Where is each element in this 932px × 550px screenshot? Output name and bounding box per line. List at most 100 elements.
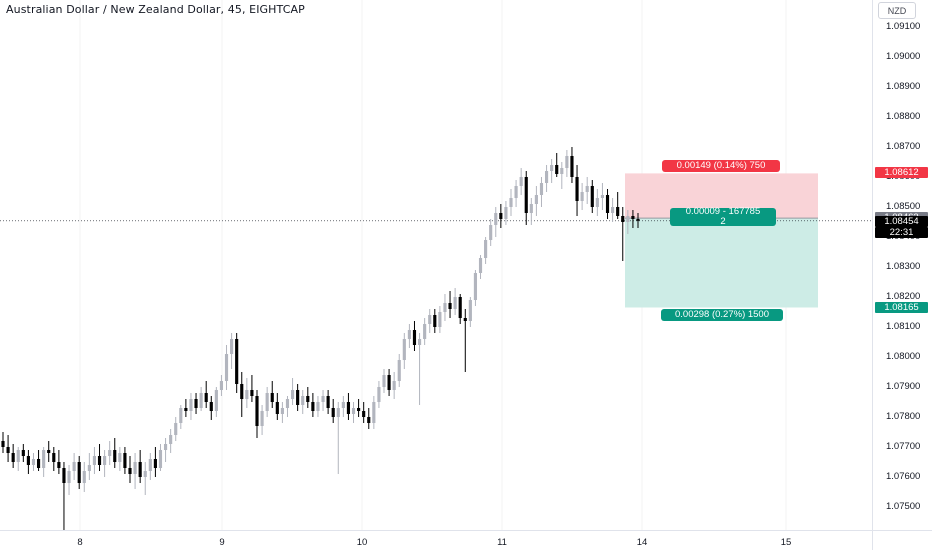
candle-body[interactable] <box>616 207 620 216</box>
candle-body[interactable] <box>47 450 51 453</box>
candle-body[interactable] <box>468 300 472 321</box>
candle-body[interactable] <box>36 459 41 468</box>
candle-body[interactable] <box>478 258 483 273</box>
candle-body[interactable] <box>11 453 15 462</box>
candle-body[interactable] <box>194 399 198 408</box>
candle-body[interactable] <box>174 423 178 435</box>
candle-body[interactable] <box>97 456 102 465</box>
candle-body[interactable] <box>128 468 132 474</box>
candle-body[interactable] <box>138 462 142 477</box>
candle-body[interactable] <box>113 450 117 462</box>
candle-body[interactable] <box>362 411 366 417</box>
candle-body[interactable] <box>209 402 213 411</box>
candle-body[interactable] <box>163 444 168 450</box>
candle-body[interactable] <box>402 339 406 360</box>
candle-body[interactable] <box>82 471 86 483</box>
candle-body[interactable] <box>565 156 569 168</box>
candle-body[interactable] <box>341 402 345 408</box>
candle-body[interactable] <box>62 468 66 483</box>
candle-body[interactable] <box>626 216 630 222</box>
candle-body[interactable] <box>397 360 401 381</box>
candle-body[interactable] <box>21 450 25 456</box>
candle-body[interactable] <box>321 396 325 402</box>
candle-body[interactable] <box>555 165 559 174</box>
candle-body[interactable] <box>560 168 564 174</box>
candle-body[interactable] <box>600 195 605 198</box>
candle-body[interactable] <box>499 213 503 219</box>
candle-body[interactable] <box>6 447 10 453</box>
candle-body[interactable] <box>67 471 71 483</box>
candle-body[interactable] <box>346 402 351 414</box>
candle-body[interactable] <box>52 453 56 462</box>
position-center-label[interactable]: 0.00009 - 167785 2 <box>670 207 776 227</box>
candle-body[interactable] <box>123 453 127 468</box>
candle-body[interactable] <box>605 195 610 213</box>
candle-body[interactable] <box>280 408 284 414</box>
candle-body[interactable] <box>417 339 422 345</box>
candle-body[interactable] <box>351 408 356 414</box>
candle-body[interactable] <box>316 402 320 411</box>
candle-body[interactable] <box>524 177 528 213</box>
take-profit-zone[interactable] <box>625 218 818 308</box>
stop-loss-label[interactable]: 0.00149 (0.14%) 750 <box>662 160 780 173</box>
candle-body[interactable] <box>458 297 462 318</box>
candle-body[interactable] <box>16 450 20 462</box>
candle-body[interactable] <box>407 330 411 339</box>
candle-body[interactable] <box>443 303 447 312</box>
candle-body[interactable] <box>463 318 467 321</box>
candle-body[interactable] <box>631 216 635 219</box>
candle-body[interactable] <box>219 381 224 390</box>
currency-selector[interactable]: NZD <box>878 2 916 19</box>
candle-body[interactable] <box>570 156 574 177</box>
candle-body[interactable] <box>519 177 523 186</box>
candle-body[interactable] <box>311 402 315 411</box>
candle-body[interactable] <box>473 273 478 300</box>
candle-body[interactable] <box>118 453 122 462</box>
candle-body[interactable] <box>143 471 147 477</box>
candle-body[interactable] <box>539 183 544 195</box>
candle-body[interactable] <box>453 297 457 309</box>
candle-body[interactable] <box>255 396 259 426</box>
candle-body[interactable] <box>133 462 137 474</box>
candle-body[interactable] <box>326 396 330 408</box>
candle-body[interactable] <box>72 462 76 471</box>
candle-body[interactable] <box>412 330 417 345</box>
candle-body[interactable] <box>265 393 269 411</box>
candle-body[interactable] <box>230 339 234 354</box>
candle-body[interactable] <box>336 408 340 417</box>
candle-body[interactable] <box>87 465 91 471</box>
candle-body[interactable] <box>367 417 371 423</box>
candle-body[interactable] <box>204 393 208 402</box>
candle-body[interactable] <box>1 441 5 447</box>
candle-body[interactable] <box>108 450 112 456</box>
candle-body[interactable] <box>590 186 594 207</box>
candle-body[interactable] <box>585 186 589 192</box>
candle-body[interactable] <box>42 450 46 468</box>
candle-body[interactable] <box>245 390 249 399</box>
candle-body[interactable] <box>235 339 239 384</box>
candle-body[interactable] <box>484 240 488 258</box>
candle-body[interactable] <box>611 207 615 213</box>
candle-body[interactable] <box>103 456 107 465</box>
candle-body[interactable] <box>504 207 508 219</box>
candle-body[interactable] <box>392 381 396 390</box>
candle-body[interactable] <box>529 204 533 213</box>
candle-body[interactable] <box>534 195 538 204</box>
candle-body[interactable] <box>184 408 188 411</box>
candle-body[interactable] <box>382 375 386 387</box>
candle-body[interactable] <box>26 456 30 465</box>
candle-body[interactable] <box>433 315 437 327</box>
candle-body[interactable] <box>92 456 97 465</box>
candle-body[interactable] <box>199 393 203 408</box>
candle-body[interactable] <box>57 462 61 468</box>
candle-body[interactable] <box>544 171 549 183</box>
candle-body[interactable] <box>158 450 163 468</box>
candle-body[interactable] <box>575 177 579 201</box>
candle-body[interactable] <box>306 396 310 402</box>
candle-body[interactable] <box>285 399 290 408</box>
candle-body[interactable] <box>224 354 229 381</box>
candle-body[interactable] <box>301 396 305 405</box>
candle-body[interactable] <box>260 411 264 426</box>
candle-body[interactable] <box>189 399 193 411</box>
candle-body[interactable] <box>428 315 432 324</box>
